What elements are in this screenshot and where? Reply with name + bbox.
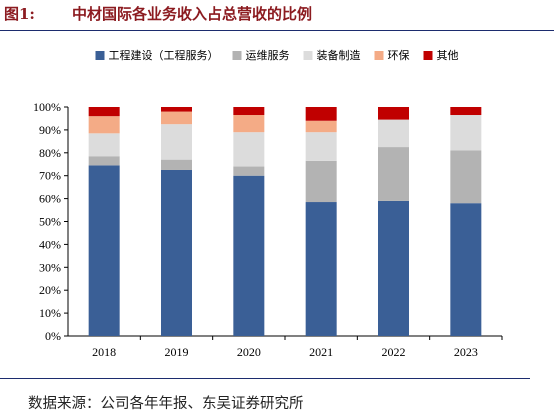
stacked-bar-chart: 工程建设（工程服务） 运维服务 装备制造 环保 其他 0% 10% 20% 30% 40% 50% 6…	[33, 48, 503, 359]
bar-2020-series-5	[233, 107, 265, 116]
legend-swatch-3	[303, 51, 313, 60]
legend-label-4: 环保	[388, 48, 410, 62]
bar-2019-series-3	[161, 124, 192, 160]
bar-2022-series-1	[378, 200, 409, 336]
figure-title: 中材国际各业务收入占总营收的比例	[72, 5, 313, 23]
y-tick-label-4: 40%	[39, 237, 61, 251]
bar-2022-series-2	[378, 147, 409, 201]
legend-label-1: 工程建设（工程服务）	[109, 48, 219, 62]
bar-2023-series-2	[450, 150, 482, 204]
bar-2020-series-1	[233, 175, 265, 336]
bar-2018-series-1	[88, 165, 120, 336]
legend-label-2: 运维服务	[246, 49, 290, 62]
y-tick-label-1: 10%	[39, 306, 61, 320]
bar-2023-series-5	[450, 107, 482, 116]
x-tick-label-2018: 2018	[92, 345, 116, 359]
bar-2022-series-3	[378, 119, 409, 148]
x-tick-label-2023: 2023	[454, 345, 478, 359]
bar-2020-series-4	[233, 115, 265, 133]
bar-2018-series-2	[88, 156, 120, 166]
bar-2018-series-3	[88, 133, 120, 157]
legend-label-5: 其他	[437, 49, 459, 62]
x-tick-label-2020: 2020	[237, 345, 261, 359]
x-tick-label-2019: 2019	[165, 345, 189, 359]
legend-label-3: 装备制造	[317, 48, 361, 62]
y-tick-label-3: 30%	[39, 260, 61, 274]
bar-2023-series-1	[450, 203, 482, 336]
figure-header: 图1: 中材国际各业务收入占总营收的比例	[0, 0, 554, 31]
y-tick-label-7: 70%	[39, 169, 61, 183]
bar-2018-series-5	[88, 107, 120, 117]
bar-2021-series-1	[305, 202, 337, 336]
bar-2021-series-4	[305, 120, 337, 133]
figure-number: 图1:	[4, 5, 35, 23]
legend-swatch-1	[95, 51, 105, 60]
bar-2021-series-2	[305, 160, 337, 203]
bar-2022-series-5	[378, 107, 409, 120]
bar-2019-series-5	[161, 107, 192, 112]
bar-2018-series-4	[88, 116, 120, 134]
bar-2021-series-5	[305, 107, 337, 121]
y-tick-label-10: 100%	[33, 100, 61, 114]
bar-2020-series-3	[233, 132, 265, 167]
x-tick-label-2022: 2022	[382, 345, 406, 359]
legend-swatch-2	[232, 51, 242, 60]
legend-swatch-4	[374, 51, 384, 60]
y-tick-label-8: 80%	[39, 146, 61, 160]
bar-2023-series-3	[450, 115, 482, 151]
y-tick-label-5: 50%	[39, 215, 61, 229]
x-tick-label-2021: 2021	[309, 345, 333, 359]
y-tick-label-9: 90%	[39, 123, 61, 137]
y-tick-label-2: 20%	[39, 283, 61, 297]
y-tick-label-0: 0%	[45, 329, 61, 343]
y-tick-label-6: 60%	[39, 192, 61, 206]
bar-2019-series-1	[161, 169, 192, 336]
source-divider	[0, 378, 530, 379]
bar-2020-series-2	[233, 166, 265, 176]
legend-swatch-5	[423, 51, 433, 60]
bar-2019-series-2	[161, 159, 192, 170]
source-note: 数据来源：公司各年年报、东吴证券研究所	[28, 396, 304, 412]
bar-2019-series-4	[161, 111, 192, 125]
bar-2021-series-3	[305, 132, 337, 161]
